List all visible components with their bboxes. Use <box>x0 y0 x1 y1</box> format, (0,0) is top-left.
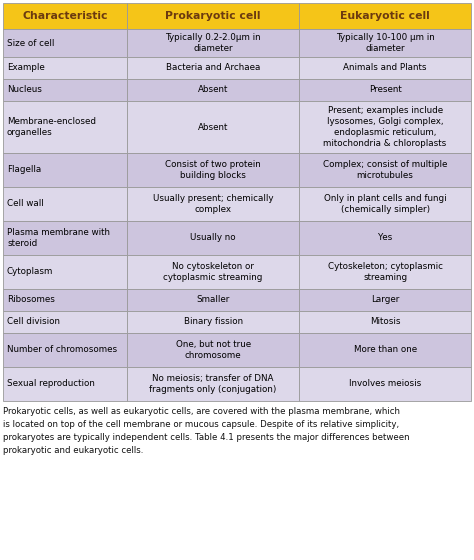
Bar <box>3 255 127 289</box>
Bar <box>127 29 299 57</box>
Text: Size of cell: Size of cell <box>7 39 55 48</box>
Bar <box>3 221 127 255</box>
Bar <box>3 187 127 221</box>
Bar <box>127 367 299 401</box>
Bar <box>299 221 471 255</box>
Bar <box>3 57 127 79</box>
Bar <box>3 333 127 367</box>
Bar <box>127 153 299 187</box>
Bar <box>127 221 299 255</box>
Text: Prokaryotic cell: Prokaryotic cell <box>165 11 261 21</box>
Bar <box>299 79 471 101</box>
Bar <box>299 311 471 333</box>
Bar <box>299 101 471 153</box>
Bar <box>299 367 471 401</box>
Text: Typically 0.2-2.0μm in
diameter: Typically 0.2-2.0μm in diameter <box>165 33 261 53</box>
Text: No meiosis; transfer of DNA
fragments only (conjugation): No meiosis; transfer of DNA fragments on… <box>149 374 277 394</box>
Bar <box>127 311 299 333</box>
Text: Absent: Absent <box>198 86 228 95</box>
Bar <box>3 101 127 153</box>
Text: Present: Present <box>369 86 401 95</box>
Bar <box>299 57 471 79</box>
Text: Usually no: Usually no <box>191 234 236 242</box>
Text: Nucleus: Nucleus <box>7 86 42 95</box>
Text: Cytoplasm: Cytoplasm <box>7 268 54 277</box>
Bar <box>3 367 127 401</box>
Bar <box>299 255 471 289</box>
Text: Animals and Plants: Animals and Plants <box>343 63 427 72</box>
Text: Flagella: Flagella <box>7 166 41 175</box>
Text: Involves meiosis: Involves meiosis <box>349 380 421 389</box>
Text: Mitosis: Mitosis <box>370 318 401 326</box>
Text: Bacteria and Archaea: Bacteria and Archaea <box>166 63 260 72</box>
Text: Binary fission: Binary fission <box>183 318 243 326</box>
Text: Membrane-enclosed
organelles: Membrane-enclosed organelles <box>7 117 96 137</box>
Bar <box>3 289 127 311</box>
Text: Eukaryotic cell: Eukaryotic cell <box>340 11 430 21</box>
Text: Ribosomes: Ribosomes <box>7 296 55 305</box>
Bar <box>299 3 471 29</box>
Text: Typically 10-100 μm in
diameter: Typically 10-100 μm in diameter <box>336 33 435 53</box>
Bar <box>299 29 471 57</box>
Text: Usually present; chemically
complex: Usually present; chemically complex <box>153 194 273 214</box>
Text: Absent: Absent <box>198 123 228 132</box>
Text: Cytoskeleton; cytoplasmic
streaming: Cytoskeleton; cytoplasmic streaming <box>328 262 443 282</box>
Text: Number of chromosomes: Number of chromosomes <box>7 346 117 354</box>
Bar <box>3 29 127 57</box>
Text: Yes: Yes <box>378 234 392 242</box>
Text: Sexual reproduction: Sexual reproduction <box>7 380 95 389</box>
Text: Only in plant cells and fungi
(chemically simpler): Only in plant cells and fungi (chemicall… <box>324 194 447 214</box>
Text: No cytoskeleton or
cytoplasmic streaming: No cytoskeleton or cytoplasmic streaming <box>164 262 263 282</box>
Text: More than one: More than one <box>354 346 417 354</box>
Bar <box>127 289 299 311</box>
Bar <box>299 333 471 367</box>
Text: Smaller: Smaller <box>196 296 230 305</box>
Text: Cell division: Cell division <box>7 318 60 326</box>
Bar <box>3 311 127 333</box>
Bar <box>127 79 299 101</box>
Bar <box>299 289 471 311</box>
Bar <box>299 187 471 221</box>
Bar <box>299 153 471 187</box>
Text: Larger: Larger <box>371 296 399 305</box>
Text: Complex; consist of multiple
microtubules: Complex; consist of multiple microtubule… <box>323 160 447 180</box>
Bar <box>127 57 299 79</box>
Bar <box>127 333 299 367</box>
Bar <box>3 3 127 29</box>
Text: Plasma membrane with
steroid: Plasma membrane with steroid <box>7 228 110 248</box>
Text: Characteristic: Characteristic <box>22 11 108 21</box>
Bar <box>127 3 299 29</box>
Text: One, but not true
chromosome: One, but not true chromosome <box>175 340 251 360</box>
Text: Cell wall: Cell wall <box>7 199 44 208</box>
Bar <box>3 153 127 187</box>
Bar <box>127 187 299 221</box>
Text: Consist of two protein
building blocks: Consist of two protein building blocks <box>165 160 261 180</box>
Text: Example: Example <box>7 63 45 72</box>
Bar <box>127 255 299 289</box>
Text: Prokaryotic cells, as well as eukaryotic cells, are covered with the plasma memb: Prokaryotic cells, as well as eukaryotic… <box>3 407 410 455</box>
Bar <box>127 101 299 153</box>
Text: Present; examples include
lysosomes, Golgi complex,
endoplasmic reticulum,
mitoc: Present; examples include lysosomes, Gol… <box>323 106 447 148</box>
Bar <box>3 79 127 101</box>
